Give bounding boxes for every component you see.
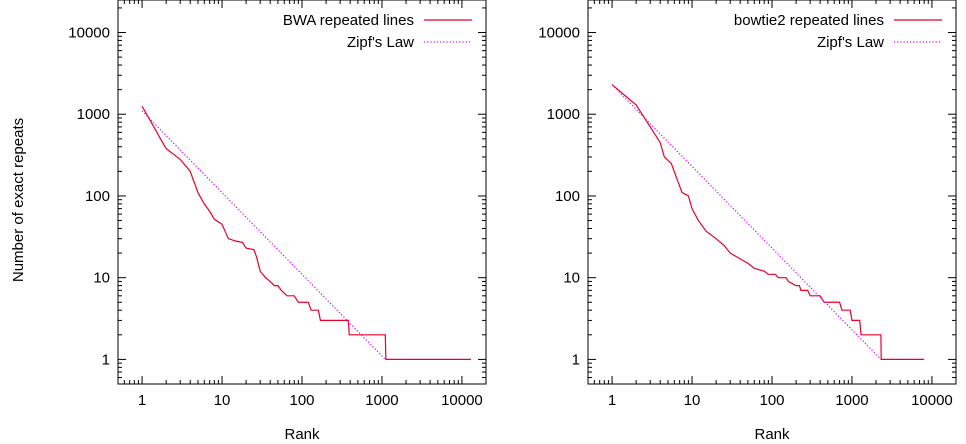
left-series-line-repeats [141, 106, 472, 360]
left-y-tick-label: 1 [102, 351, 110, 368]
left-x-tick-label: 10000 [441, 392, 483, 409]
right-x-tick-label: 1 [608, 392, 616, 409]
left-y-axis-label: Number of exact repeats [10, 118, 27, 282]
right-y-tick-label: 10000 [538, 25, 580, 42]
right-x-axis-label: Rank [754, 426, 790, 443]
left-ticks: 1 10 100 1000 10000 1 10 100 1000 10000 [68, 0, 486, 409]
left-series [141, 106, 472, 360]
left-legend: BWA repeated lines Zipf's Law [283, 12, 472, 51]
right-x-tick-label: 1000 [835, 392, 868, 409]
right-y-tick-label: 1 [572, 351, 580, 368]
left-legend-label: BWA repeated lines [283, 12, 414, 29]
left-x-tick-label: 1 [138, 392, 146, 409]
left-legend-label: Zipf's Law [347, 34, 414, 51]
left-x-tick-label: 1000 [365, 392, 398, 409]
right-series [611, 84, 925, 360]
right-y-tick-label: 10 [563, 270, 580, 287]
right-x-tick-label: 10 [684, 392, 701, 409]
right-x-tick-label: 10000 [911, 392, 953, 409]
left-series-line-zipf [141, 110, 386, 360]
left-x-tick-label: 100 [289, 392, 314, 409]
left-y-tick-label: 10 [93, 270, 110, 287]
left-x-axis-label: Rank [284, 426, 320, 443]
left-y-tick-label: 100 [85, 188, 110, 205]
left-chart-panel: 1 10 100 1000 10000 1 10 100 1000 10000 BWA repea… [10, 0, 487, 443]
right-legend-label: bowtie2 repeated lines [734, 12, 884, 29]
left-y-tick-label: 1000 [77, 106, 110, 123]
right-x-tick-label: 100 [759, 392, 784, 409]
right-ticks: 1 10 100 1000 10000 1 10 100 1000 10000 [538, 0, 956, 409]
right-legend: bowtie2 repeated lines Zipf's Law [734, 12, 942, 51]
left-x-tick-label: 10 [214, 392, 231, 409]
right-y-tick-label: 100 [555, 188, 580, 205]
right-legend-label: Zipf's Law [817, 34, 884, 51]
left-plot-frame [117, 0, 487, 385]
right-series-line-repeats [611, 84, 925, 360]
right-series-line-zipf [611, 84, 882, 360]
right-plot-frame [587, 0, 957, 385]
left-y-tick-label: 10000 [68, 25, 110, 42]
right-y-tick-label: 1000 [547, 106, 580, 123]
right-chart-panel: 1 10 100 1000 10000 1 10 100 1000 10000 bowtie2 r… [538, 0, 957, 443]
